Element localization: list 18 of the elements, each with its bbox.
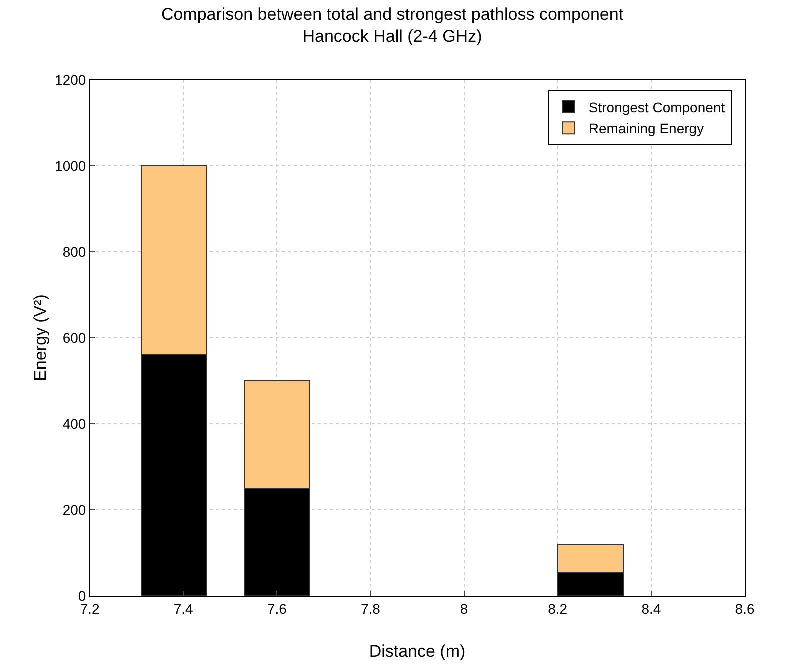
x-tick-label: 8.2 [548, 600, 568, 617]
chart-title: Comparison between total and strongest pathloss component Hancock Hall (2-4 GHz) [161, 4, 624, 46]
y-axis-title: Energy (V²) [31, 294, 50, 382]
x-tick-label: 7.8 [360, 600, 381, 617]
y-tick-label: 1000 [55, 158, 86, 174]
y-tick-label: 600 [62, 330, 86, 346]
y-tick-label: 1200 [55, 72, 86, 88]
x-tick-label: 8 [460, 600, 468, 617]
y-tick-label: 200 [62, 502, 86, 518]
legend-label: Strongest Component [588, 99, 726, 116]
x-tick-label: 7.4 [174, 600, 194, 617]
y-tick-label: 400 [62, 416, 86, 432]
x-tick-label: 7.6 [267, 600, 288, 617]
x-tick-label: 8.4 [642, 600, 662, 617]
x-axis-title: Distance (m) [369, 642, 466, 661]
y-tick-label: 800 [62, 244, 86, 260]
legend-label: Remaining Energy [588, 120, 704, 137]
x-tick-label: 8.6 [735, 600, 755, 617]
